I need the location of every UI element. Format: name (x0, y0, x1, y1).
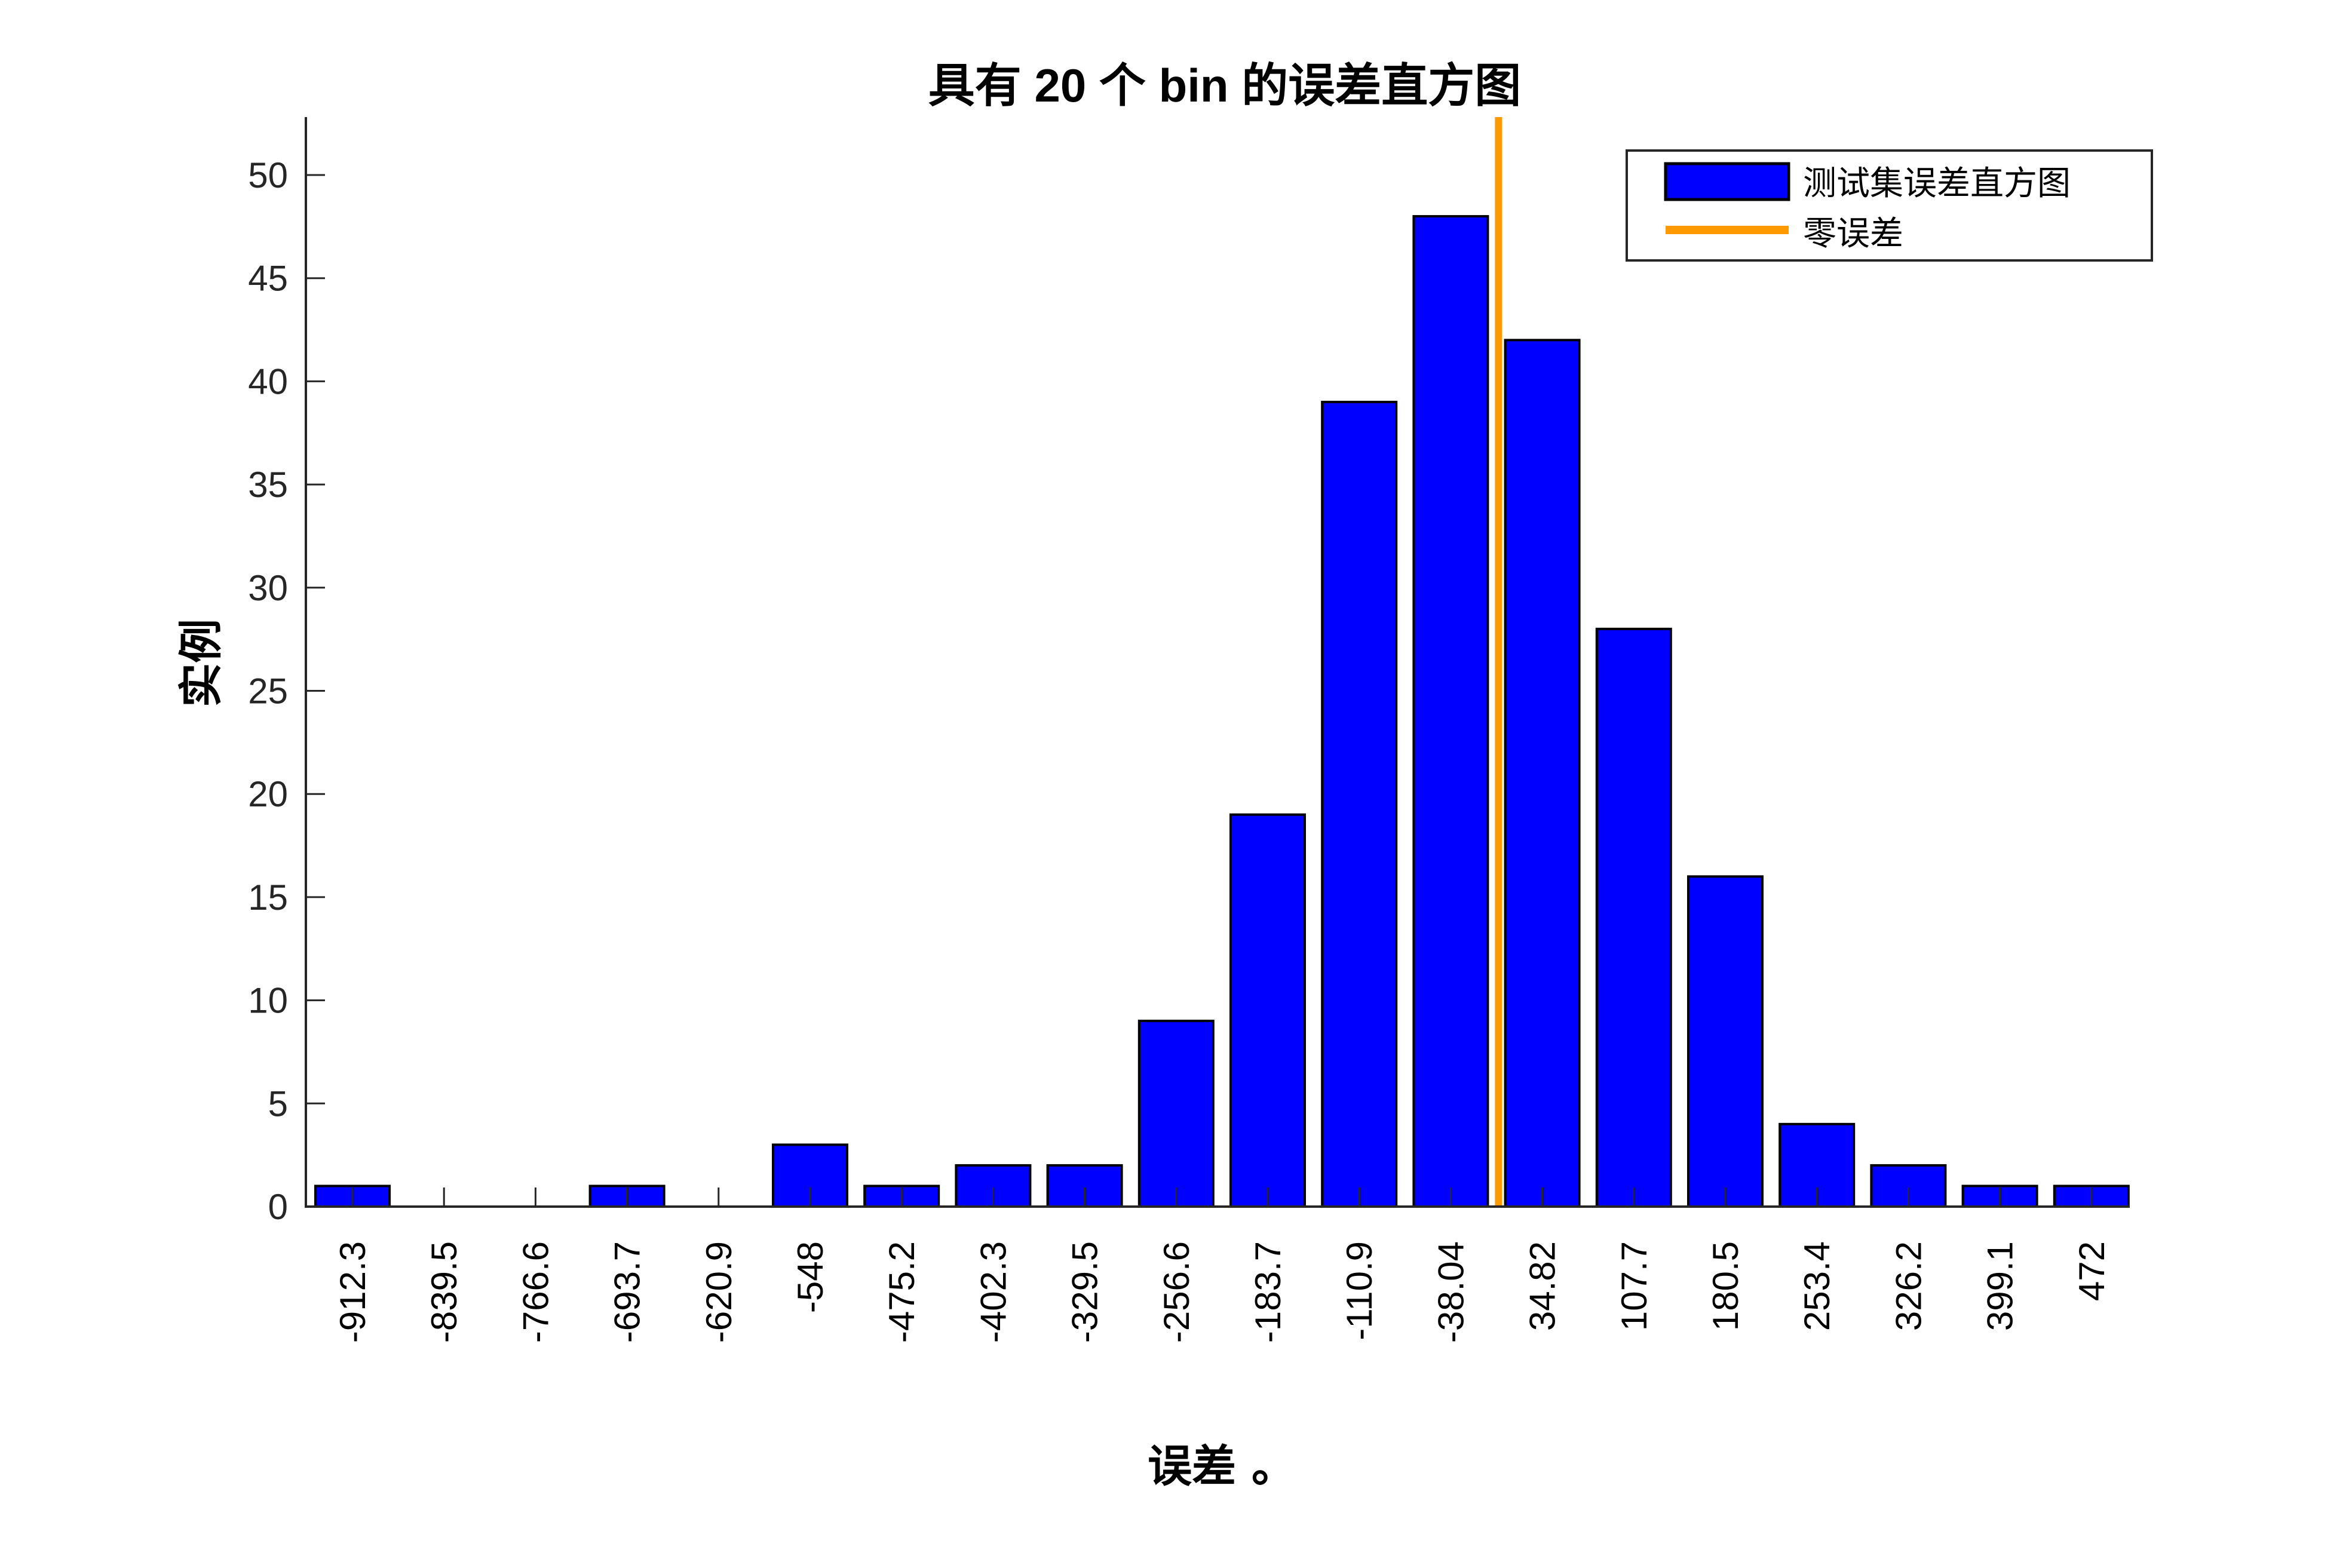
x-tick-label: 107.7 (1614, 1241, 1654, 1331)
y-tick-label: 40 (248, 361, 288, 401)
legend-patch-histogram (1664, 162, 1790, 201)
histogram-bar (1595, 627, 1672, 1208)
legend-label-zero: 零误差 (1803, 214, 1903, 253)
histogram-bar (1321, 400, 1398, 1208)
x-tick-label: -839.5 (424, 1241, 464, 1343)
y-tick-label: 10 (248, 981, 288, 1021)
y-tick-label: 20 (248, 774, 288, 814)
x-tick-label: 326.2 (1888, 1241, 1928, 1331)
histogram-bars (314, 215, 2130, 1208)
x-tick-label: -475.2 (882, 1241, 922, 1343)
x-tick-label: -912.3 (333, 1241, 373, 1343)
x-tick-label: 180.5 (1706, 1241, 1746, 1331)
chart-title: 具有 20 个 bin 的误差直方图 (928, 59, 1521, 112)
y-tick-label: 30 (248, 568, 288, 608)
x-tick-label: -38.04 (1431, 1241, 1471, 1343)
x-axis-label: 误差 。 (1148, 1441, 1296, 1492)
histogram-bar (1229, 813, 1306, 1208)
x-tick-label: -183.7 (1248, 1241, 1288, 1343)
legend: 测试集误差直方图 零误差 (1626, 149, 2153, 262)
x-tick-label: 34.82 (1523, 1241, 1563, 1331)
y-axis-ticks: 0 5 10 15 20 25 30 35 40 45 50 (248, 155, 325, 1227)
y-tick-label: 25 (248, 671, 288, 711)
y-tick-label: 50 (248, 155, 288, 195)
x-tick-label: 399.1 (1980, 1241, 2020, 1331)
legend-label-histogram: 测试集误差直方图 (1803, 164, 2071, 203)
x-tick-label: 472 (2072, 1241, 2112, 1301)
y-tick-label: 45 (248, 259, 288, 299)
y-tick-label: 5 (268, 1084, 288, 1124)
histogram-bar (1504, 339, 1581, 1208)
histogram-bar (1412, 215, 1489, 1208)
y-axis-label: 实例 (176, 619, 227, 707)
y-tick-label: 0 (268, 1187, 288, 1227)
x-tick-label: -766.6 (516, 1241, 556, 1343)
histogram-bar (1687, 875, 1764, 1208)
x-tick-label: -402.3 (973, 1241, 1013, 1343)
x-axis-ticks: -912.3 -839.5 -766.6 -693.7 -620.9 -548 -475.2… (333, 1187, 2112, 1343)
x-tick-label: -693.7 (608, 1241, 648, 1343)
y-tick-label: 35 (248, 465, 288, 505)
axes (305, 117, 2130, 1208)
x-tick-label: -329.5 (1065, 1241, 1105, 1343)
x-tick-label: -256.6 (1157, 1241, 1197, 1343)
x-tick-label: 253.4 (1797, 1241, 1837, 1331)
x-tick-label: -548 (790, 1241, 830, 1313)
legend-line-zero (1666, 226, 1789, 234)
x-tick-label: -110.9 (1339, 1241, 1379, 1340)
y-tick-label: 15 (248, 877, 288, 918)
x-tick-label: -620.9 (699, 1241, 739, 1343)
histogram-bar (1137, 1020, 1215, 1208)
